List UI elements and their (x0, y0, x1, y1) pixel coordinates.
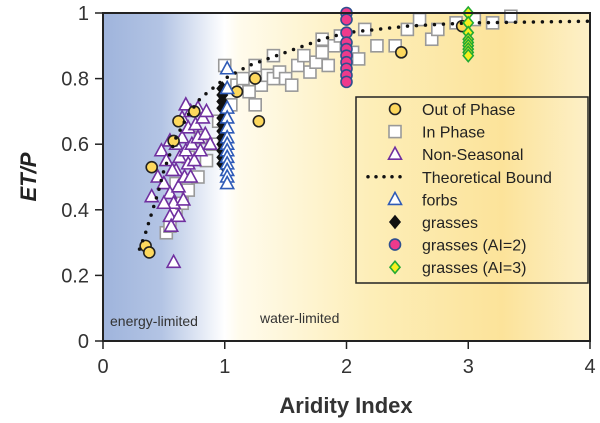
point-forbs (219, 60, 236, 75)
y-tick-label: 0.4 (61, 200, 89, 222)
point-non-seasonal (170, 207, 187, 223)
point-non-seasonal (198, 102, 215, 118)
legend: Out of Phase In Phase Non-Seasonal Theoreti… (355, 96, 589, 284)
y-tick-label: 0.2 (61, 265, 89, 287)
y-tick-label: 0 (78, 331, 89, 353)
point-non-seasonal (170, 178, 187, 193)
legend-label-grasses-ai-3: grasses (AI=3) (422, 260, 526, 277)
point-non-seasonal (158, 151, 175, 167)
legend-label-grasses: grasses (422, 215, 478, 232)
annotation-energy-limited: energy-limited (110, 313, 198, 329)
legend-label-theoretical-bound: Theoretical Bound (422, 170, 552, 187)
point-in-phase (357, 22, 372, 37)
x-tick-label: 4 (584, 356, 595, 378)
y-tick-label: 0.8 (61, 69, 89, 91)
point-non-seasonal (182, 168, 199, 183)
legend-label-non-seasonal: Non-Seasonal (422, 147, 523, 164)
annotation-water-limited: water-limited (259, 310, 339, 326)
point-in-phase (315, 45, 329, 60)
point-in-phase (284, 78, 299, 92)
x-tick-label: 1 (219, 356, 230, 378)
series-theoretical-bound (137, 19, 592, 251)
point-in-phase (297, 48, 311, 63)
point-non-seasonal (186, 151, 203, 167)
point-forbs (219, 79, 236, 95)
point-in-phase (431, 22, 445, 37)
point-forbs (219, 174, 236, 190)
point-non-seasonal (177, 96, 194, 111)
point-in-phase (412, 12, 427, 27)
legend-label-in-phase: In Phase (422, 125, 485, 142)
point-non-seasonal (175, 191, 192, 206)
point-in-phase (321, 58, 336, 73)
legend-swatch-grasses (388, 214, 402, 230)
legend-label-out-of-phase: Out of Phase (422, 102, 515, 119)
point-out-of-phase (142, 246, 156, 259)
point-non-seasonal (197, 125, 214, 141)
point-non-seasonal (164, 161, 181, 177)
point-non-seasonal (153, 142, 170, 157)
legend-swatch-out-of-phase (388, 102, 402, 116)
y-tick-label: 1 (78, 3, 89, 25)
point-non-seasonal (163, 217, 180, 232)
point-in-phase (248, 98, 262, 112)
point-out-of-phase (145, 160, 158, 174)
legend-swatch-grasses-ai-3 (388, 259, 402, 275)
point-non-seasonal (165, 253, 182, 269)
point-grasses-ai-2 (340, 75, 353, 89)
point-in-phase (351, 52, 366, 66)
x-tick-label: 0 (97, 356, 108, 378)
x-tick-label: 2 (341, 356, 352, 378)
legend-swatch-in-phase (388, 124, 402, 139)
point-non-seasonal (156, 194, 172, 210)
point-grasses-ai-2 (340, 13, 353, 26)
point-in-phase (242, 84, 256, 99)
point-non-seasonal (156, 174, 172, 190)
x-axis-label: Aridity Index (279, 393, 413, 418)
point-out-of-phase (252, 114, 266, 128)
legend-swatch-grasses-ai-2 (388, 238, 402, 251)
point-grasses-ai-3 (462, 48, 475, 63)
point-out-of-phase (394, 46, 408, 59)
legend-swatch-non-seasonal (387, 145, 403, 160)
legend-label-forbs: forbs (422, 192, 458, 209)
point-in-phase (236, 71, 250, 86)
point-out-of-phase (248, 72, 262, 85)
point-in-phase (400, 22, 415, 37)
x-tick-label: 3 (463, 356, 474, 378)
point-out-of-phase (167, 134, 180, 148)
point-out-of-phase (172, 114, 185, 128)
point-in-phase (266, 48, 281, 63)
y-tick-label: 0.6 (61, 134, 89, 156)
point-non-seasonal (202, 135, 218, 150)
y-axis-label: ET/P (16, 152, 41, 201)
legend-label-grasses-ai-2: grasses (AI=2) (422, 238, 526, 255)
point-in-phase (370, 38, 384, 53)
legend-swatch-forbs (387, 190, 403, 206)
